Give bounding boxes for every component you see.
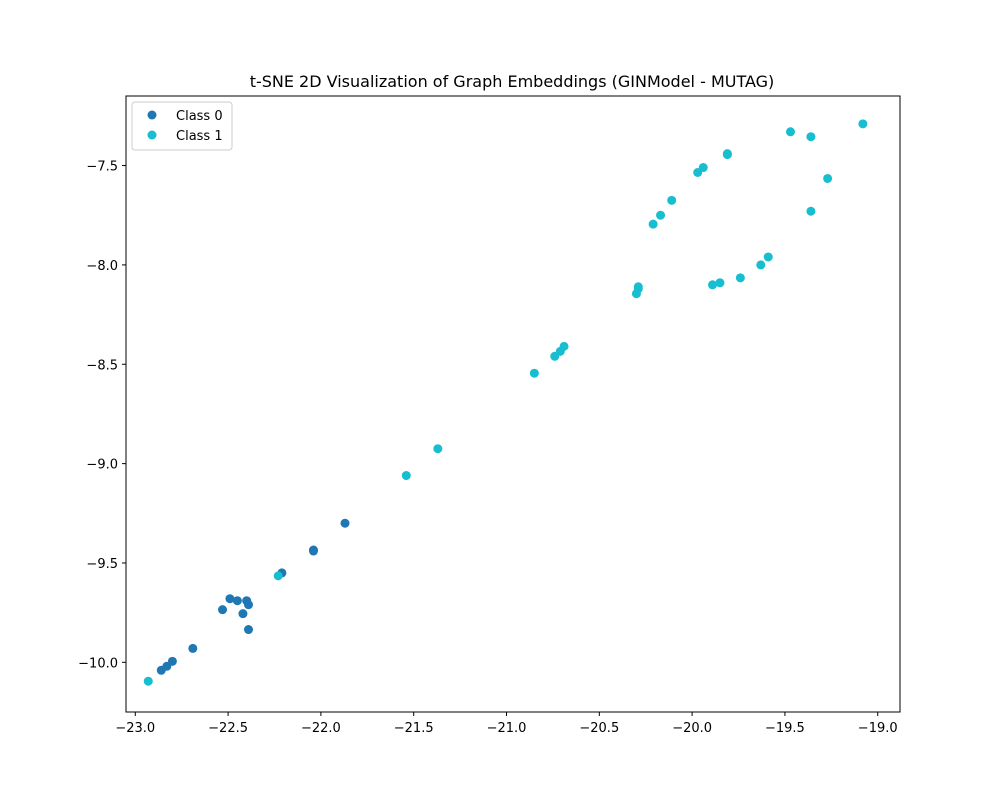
class-0-point	[244, 600, 253, 610]
legend-label: Class 0	[176, 109, 223, 124]
y-axis: −10.0 −9.5 −9.0 −8.5 −8.0 −7.5	[78, 160, 126, 671]
class-1-point	[823, 173, 833, 183]
legend: Class 0 Class 1	[131, 101, 233, 151]
x-tick-label: −21.5	[394, 721, 434, 736]
legend-box	[131, 101, 233, 151]
class-0-point	[167, 656, 177, 666]
class-1-point	[806, 206, 816, 216]
class-1-point	[858, 119, 868, 129]
y-tick-label: −10.0	[78, 656, 118, 671]
legend-marker	[147, 110, 157, 120]
class-1-point	[806, 132, 816, 142]
x-tick-label: −22.5	[208, 721, 248, 736]
legend-marker	[147, 130, 157, 140]
class-1-point	[559, 341, 569, 351]
class-1-point	[698, 163, 708, 173]
x-tick-label: −20.5	[579, 721, 619, 736]
x-tick-label: −22.0	[301, 721, 341, 736]
y-tick-label: −9.5	[86, 557, 118, 572]
points-layer	[143, 119, 868, 686]
class-1-point	[633, 282, 643, 292]
y-tick-label: −8.5	[86, 358, 118, 373]
class-1-point	[143, 676, 153, 686]
x-tick-label: −19.5	[765, 721, 805, 736]
class-0-point	[232, 596, 242, 606]
class-1-point	[785, 127, 795, 137]
x-tick-label: −20.0	[672, 721, 712, 736]
class-0-point	[238, 609, 248, 619]
class-1-point	[735, 273, 745, 283]
class-0-point	[225, 594, 235, 604]
class-0-point	[244, 625, 253, 635]
y-tick-label: −9.0	[86, 458, 118, 473]
class-0-point	[340, 518, 350, 528]
x-tick-label: −19.0	[858, 721, 898, 736]
x-tick-label: −21.0	[487, 721, 527, 736]
class-1-point	[401, 471, 411, 481]
axes-frame	[125, 95, 901, 713]
y-tick-label: −7.5	[86, 160, 118, 175]
class-1-point	[763, 252, 773, 262]
class-1-point	[656, 210, 666, 220]
class-1-point	[529, 368, 539, 378]
class-1-point	[722, 149, 732, 159]
class-1-point	[708, 280, 718, 290]
x-axis: −23.0 −22.5 −22.0 −21.5 −21.0 −20.5 −20.0 −19.5…	[115, 712, 898, 736]
class-0-point	[188, 643, 198, 653]
chart-title: t-SNE 2D Visualization of Graph Embeddin…	[250, 72, 775, 91]
class-1-point	[273, 571, 283, 581]
x-tick-label: −23.0	[115, 721, 155, 736]
class-1-point	[715, 278, 725, 288]
class-1-point	[667, 195, 677, 205]
class-1-point	[756, 260, 766, 270]
class-0-point	[308, 546, 318, 556]
y-tick-label: −8.0	[86, 259, 118, 274]
class-1-point	[648, 219, 658, 229]
class-0-point	[218, 605, 228, 615]
class-1-point	[433, 444, 443, 454]
legend-label: Class 1	[176, 129, 223, 144]
